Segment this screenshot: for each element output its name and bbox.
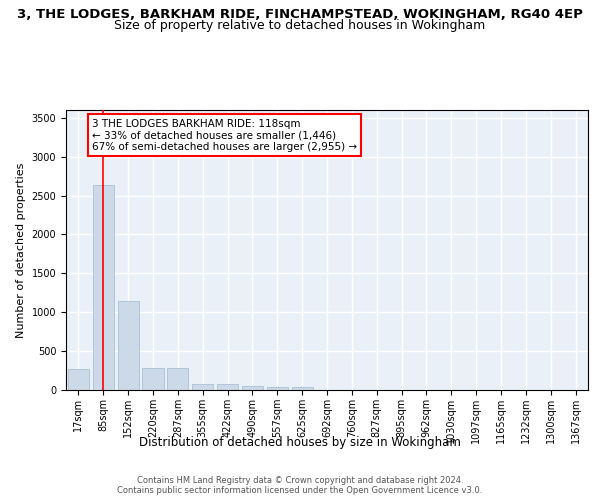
Text: Contains HM Land Registry data © Crown copyright and database right 2024.
Contai: Contains HM Land Registry data © Crown c… — [118, 476, 482, 495]
Bar — [217, 384, 238, 390]
Bar — [192, 384, 213, 390]
Bar — [267, 386, 288, 390]
Bar — [68, 369, 89, 390]
Text: Size of property relative to detached houses in Wokingham: Size of property relative to detached ho… — [115, 19, 485, 32]
Text: 3, THE LODGES, BARKHAM RIDE, FINCHAMPSTEAD, WOKINGHAM, RG40 4EP: 3, THE LODGES, BARKHAM RIDE, FINCHAMPSTE… — [17, 8, 583, 20]
Bar — [142, 368, 164, 390]
Bar — [292, 387, 313, 390]
Bar — [242, 386, 263, 390]
Bar — [167, 368, 188, 390]
Text: 3 THE LODGES BARKHAM RIDE: 118sqm
← 33% of detached houses are smaller (1,446)
6: 3 THE LODGES BARKHAM RIDE: 118sqm ← 33% … — [92, 118, 357, 152]
Y-axis label: Number of detached properties: Number of detached properties — [16, 162, 26, 338]
Text: Distribution of detached houses by size in Wokingham: Distribution of detached houses by size … — [139, 436, 461, 449]
Bar — [118, 302, 139, 390]
Bar — [93, 186, 114, 390]
